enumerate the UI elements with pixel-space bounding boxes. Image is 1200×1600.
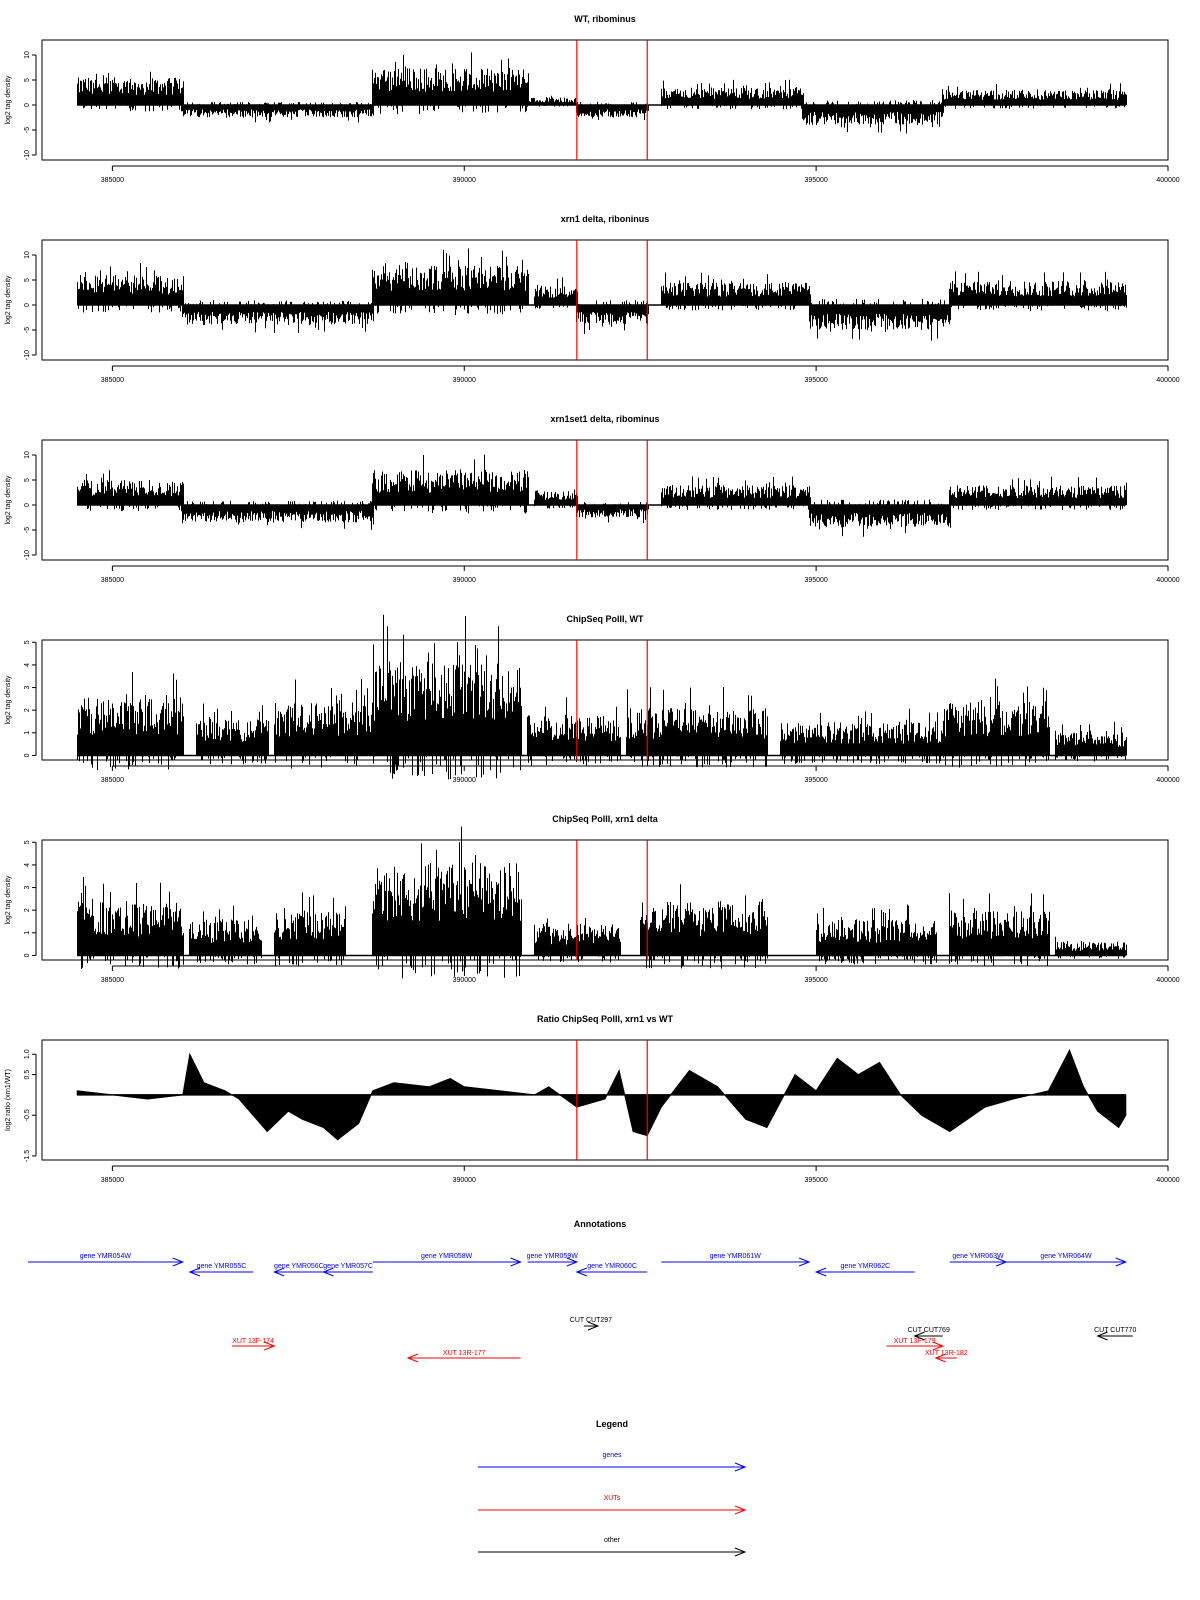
y-tick-label: 10 [24,451,31,459]
data-segment [626,686,768,768]
x-tick-label: 390000 [453,177,476,184]
x-tick-label: 390000 [453,377,476,384]
x-tick-label: 395000 [804,577,827,584]
y-tick-label: -5 [24,327,31,333]
data-segment [809,298,951,341]
y-tick-label: 5 [24,478,31,482]
x-tick-label: 385000 [101,177,124,184]
data-segment [661,476,811,510]
chart-title: xrn1set1 delta, ribominus [550,414,659,424]
x-tick-label: 390000 [453,577,476,584]
chart-title: ChipSeq PolII, WT [567,614,644,624]
chart-title: xrn1 delta, riboninus [561,214,650,224]
x-axis: 385000 390000 395000 400000 [101,365,1180,384]
x-tick-label: 400000 [1156,177,1179,184]
plot-frame [41,39,1169,161]
y-tick-label: -10 [24,550,31,560]
y-axis-label: log2 tag density [5,75,12,125]
data-segment [809,499,951,537]
data-segment [949,271,1127,312]
y-tick-label: 10 [24,251,31,259]
x-tick-label: 400000 [1156,377,1179,384]
y-tick-label: 0 [24,303,31,307]
data-segment [372,454,529,514]
x-tick-label: 395000 [804,177,827,184]
data-segment [661,272,811,311]
plot-frame [41,639,1169,761]
series-marks [77,248,1127,341]
plot-frame [41,239,1169,361]
y-axis: -10 -5 0 5 10 log2 tag density [5,451,37,560]
chart-panel-1: WT, ribominus 385000 390000 395000 400000 -10… [5,14,1180,184]
data-segment [534,277,578,309]
data-segment [77,262,184,313]
x-axis: 385000 390000 395000 400000 [101,565,1180,584]
x-axis: 385000 390000 395000 400000 [101,165,1180,184]
y-tick-label: -10 [24,350,31,360]
series-marks [77,614,1127,780]
y-tick-label: -5 [24,527,31,533]
y-tick-label: 0 [24,503,31,507]
y-axis-label: log2 tag density [5,475,12,525]
y-axis: -10 -5 0 5 10 log2 tag density [5,251,37,360]
chart-panel-3: xrn1set1 delta, ribominus 385000 390000 395… [5,414,1180,584]
data-segment [661,79,804,110]
data-segment [274,678,374,769]
series-marks [77,52,1127,134]
data-segment [77,672,184,771]
y-tick-label: 5 [24,78,31,82]
chart-panel-2: xrn1 delta, riboninus 385000 390000 395000 4… [5,214,1180,384]
data-segment [196,703,269,765]
data-segment [372,52,529,115]
y-tick-label: -5 [24,127,31,133]
x-tick-label: 385000 [101,377,124,384]
data-segment [372,248,529,315]
data-segment [576,501,649,523]
data-segment [527,697,621,766]
y-axis-label: log2 tag density [5,275,12,325]
x-tick-label: 400000 [1156,577,1179,584]
series-marks [77,454,1127,537]
data-segment [77,470,184,512]
x-tick-label: 395000 [804,377,827,384]
x-tick-label: 385000 [101,577,124,584]
data-segment [182,300,374,334]
y-tick-label: -10 [24,150,31,160]
y-tick-label: 5 [24,278,31,282]
data-segment [576,300,649,334]
data-segment [942,83,1127,109]
data-segment [372,614,522,780]
data-segment [949,476,1127,510]
plot-frame [41,439,1169,561]
y-tick-label: 0 [24,103,31,107]
y-tick-label: 10 [24,51,31,59]
y-axis: -10 -5 0 5 10 log2 tag density [5,51,37,160]
chart-title: WT, ribominus [574,14,636,24]
data-segment [77,71,184,112]
